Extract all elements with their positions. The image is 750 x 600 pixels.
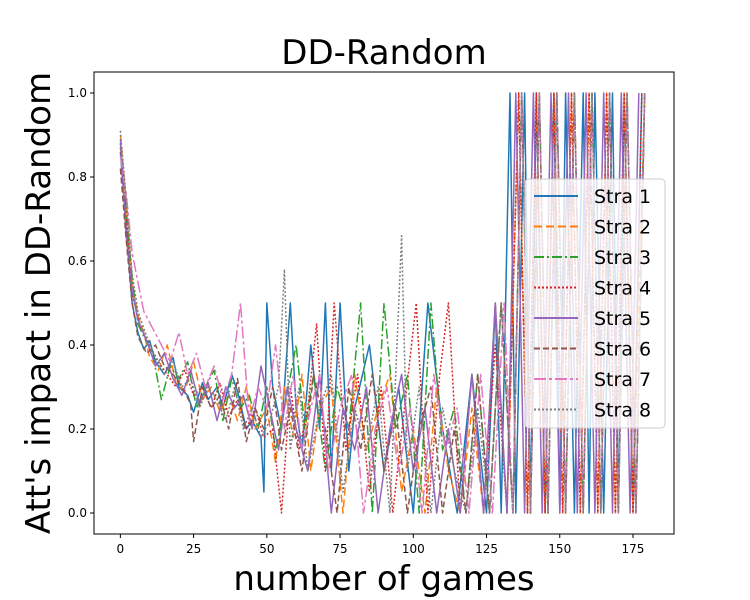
y-tick-label: 0.6 — [68, 254, 87, 268]
x-tick-label: 175 — [622, 542, 645, 556]
y-tick-label: 0.4 — [68, 338, 87, 352]
series-line-5 — [119, 92, 640, 514]
y-tick-label: 0.2 — [68, 422, 87, 436]
x-axis-label: number of games — [233, 559, 534, 599]
y-tick-label: 0.8 — [68, 170, 87, 184]
x-tick-label: 50 — [259, 542, 274, 556]
legend-label-8: Stra 8 — [594, 400, 651, 422]
legend-label-1: Stra 1 — [594, 186, 651, 208]
x-tick-label: 125 — [475, 542, 498, 556]
legend-label-3: Stra 3 — [594, 247, 651, 269]
legend-label-4: Stra 4 — [594, 278, 651, 300]
y-axis: 0.0 0.2 0.4 0.6 0.8 1.0 — [68, 86, 94, 520]
y-tick-label: 0.0 — [68, 506, 87, 520]
legend-label-7: Stra 7 — [594, 369, 651, 391]
legend-box — [524, 178, 666, 429]
axes-frame — [93, 71, 675, 535]
legend: Stra 1 Stra 2 Stra 3 Stra 4 Stra 5 Stra 6 Stra… — [524, 178, 666, 429]
y-axis-label: Att's impact in DD-Random — [19, 72, 59, 534]
x-tick-label: 75 — [332, 542, 347, 556]
x-axis: 0 25 50 75 100 125 150 175 — [117, 534, 645, 556]
x-tick-label: 0 — [117, 542, 125, 556]
y-tick-label: 1.0 — [68, 86, 87, 100]
x-tick-label: 150 — [548, 542, 571, 556]
plot-area: 0 25 50 75 100 125 150 175 0.0 0.2 0.4 0.6 0.8 1.0 — [68, 71, 675, 556]
legend-label-5: Stra 5 — [594, 308, 651, 330]
legend-label-2: Stra 2 — [594, 217, 651, 239]
chart-title: DD-Random — [281, 33, 486, 73]
legend-label-6: Stra 6 — [594, 339, 651, 361]
x-tick-label: 100 — [402, 542, 425, 556]
x-tick-label: 25 — [186, 542, 201, 556]
